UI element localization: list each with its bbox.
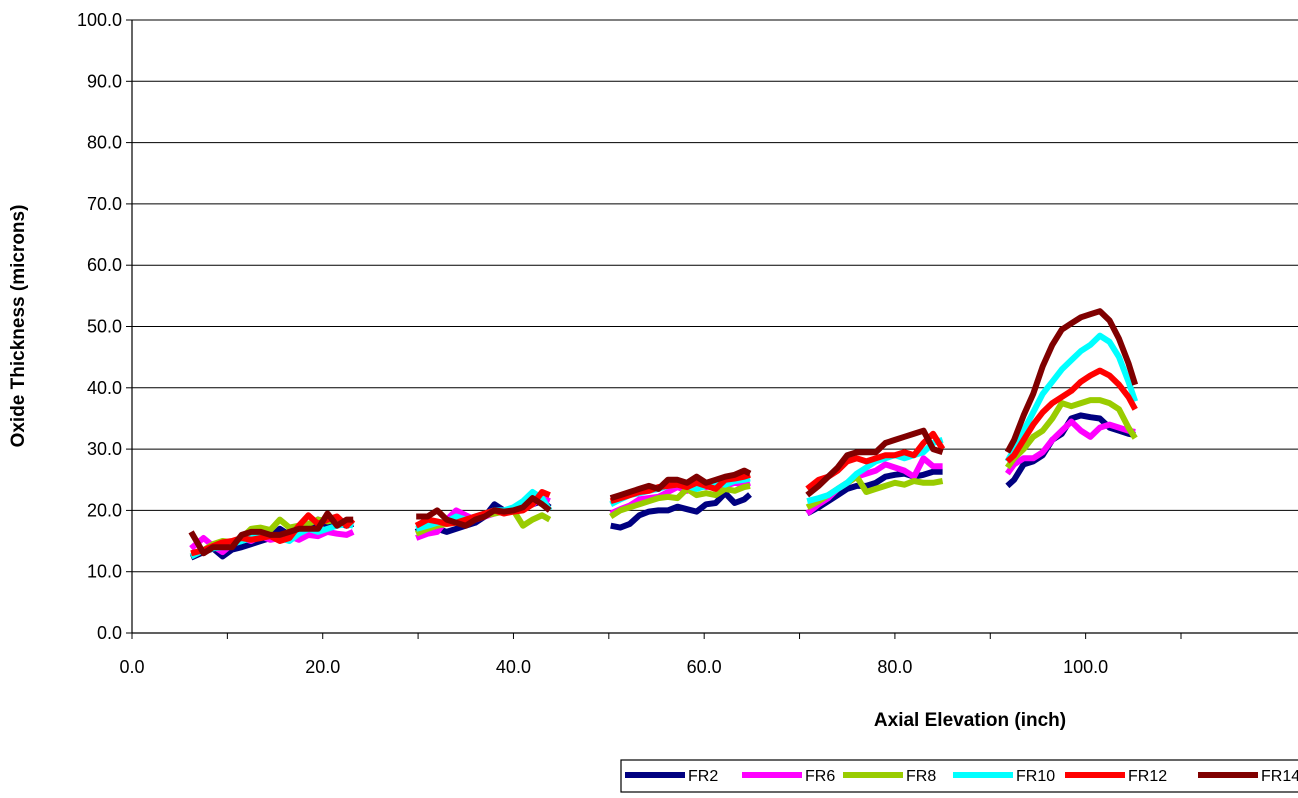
series-line-fr10-group-5 bbox=[1004, 332, 1139, 463]
series-line-fr14-group-2 bbox=[416, 495, 552, 529]
x-tick-label: 0.0 bbox=[119, 657, 144, 677]
y-tick-label: 100.0 bbox=[77, 10, 122, 30]
y-tick-label: 90.0 bbox=[87, 71, 122, 91]
y-tick-label: 0.0 bbox=[97, 623, 122, 643]
series-line-fr2-group-3 bbox=[610, 490, 752, 531]
legend-label-fr10: FR10 bbox=[1016, 768, 1055, 785]
x-tick-label: 80.0 bbox=[877, 657, 912, 677]
series-line-fr14-group-4 bbox=[805, 427, 944, 498]
series-fr14 bbox=[188, 308, 1139, 557]
x-tick-label: 40.0 bbox=[496, 657, 531, 677]
legend-label-fr6: FR6 bbox=[805, 768, 835, 785]
series-line-fr14-group-3 bbox=[609, 467, 752, 501]
series-line-fr14-group-1 bbox=[188, 510, 354, 557]
axes: 0.0 10.0 20.0 30.0 40.0 50.0 60.0 70.0 80.0 90.0 1… bbox=[77, 10, 1298, 677]
y-tick-label: 10.0 bbox=[87, 562, 122, 582]
series-lines bbox=[188, 308, 1139, 561]
x-tick-label: 60.0 bbox=[687, 657, 722, 677]
x-tick-label: 100.0 bbox=[1063, 657, 1108, 677]
x-axis-title: Axial Elevation (inch) bbox=[874, 710, 1066, 731]
gridlines bbox=[132, 19, 1298, 573]
y-tick-label: 60.0 bbox=[87, 255, 122, 275]
x-tick-label: 20.0 bbox=[305, 657, 340, 677]
y-tick-label: 50.0 bbox=[87, 317, 122, 337]
legend-label-fr2: FR2 bbox=[688, 768, 718, 785]
series-line-fr8-group-3 bbox=[609, 482, 751, 520]
y-tick-label: 20.0 bbox=[87, 500, 122, 520]
y-tick-label: 40.0 bbox=[87, 378, 122, 398]
series-line-fr6-group-5 bbox=[1004, 418, 1136, 476]
series-line-fr8-group-5 bbox=[1004, 397, 1138, 470]
series-line-fr14-group-5 bbox=[1004, 308, 1139, 454]
legend: FR2 FR6 FR8 FR10 FR12 FR14 bbox=[620, 759, 1298, 793]
legend-label-fr14: FR14 bbox=[1261, 768, 1298, 785]
y-tick-label: 30.0 bbox=[87, 439, 122, 459]
y-tick-label: 70.0 bbox=[87, 194, 122, 214]
legend-label-fr8: FR8 bbox=[906, 768, 936, 785]
series-line-fr12-group-5 bbox=[1005, 367, 1138, 464]
y-axis-title: Oxide Thickness (microns) bbox=[8, 205, 29, 448]
legend-label-fr12: FR12 bbox=[1128, 768, 1167, 785]
series-fr12 bbox=[190, 367, 1138, 557]
y-tick-label: 80.0 bbox=[87, 133, 122, 153]
